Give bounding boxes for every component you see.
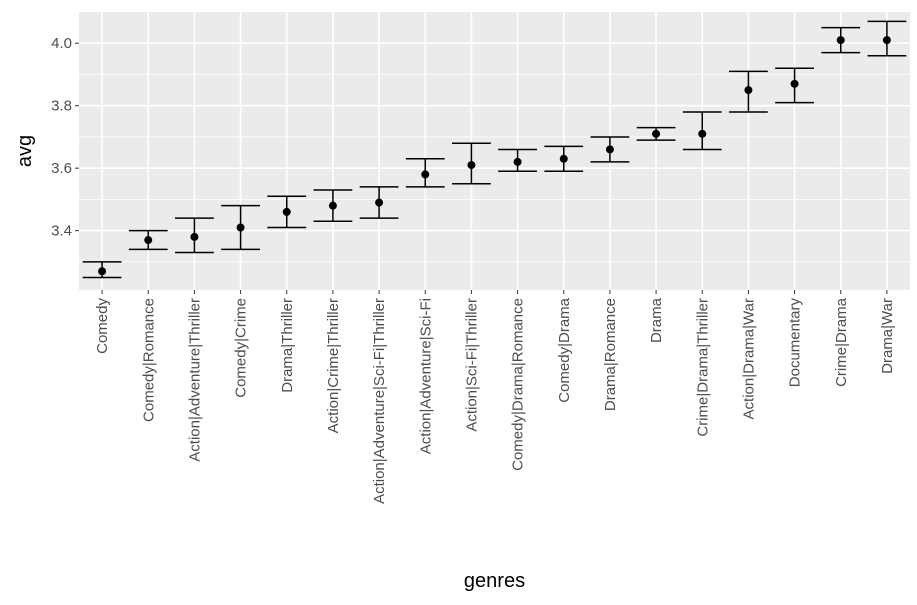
mean-point	[744, 86, 753, 95]
x-tick-label: Action|Adventure|Sci-Fi|Thriller	[371, 298, 388, 504]
x-tick-label: Documentary	[787, 298, 804, 388]
mean-point	[236, 223, 245, 232]
x-tick-label: Action|Adventure|Sci-Fi	[417, 298, 434, 454]
x-tick-label: Comedy|Romance	[140, 298, 157, 422]
x-tick-label: Crime|Drama|Thriller	[694, 298, 711, 437]
mean-point	[790, 79, 799, 88]
y-tick-label: 3.8	[51, 98, 72, 115]
x-tick-label: Comedy	[94, 298, 111, 354]
y-tick-label: 3.6	[51, 160, 72, 177]
mean-point	[98, 267, 107, 276]
x-tick-label: Action|Sci-Fi|Thriller	[463, 298, 480, 432]
x-tick-label: Drama|Romance	[602, 298, 619, 411]
mean-point	[144, 236, 153, 245]
mean-point	[421, 170, 430, 179]
y-axis: 3.4 3.6 3.8 4.0	[51, 35, 79, 240]
mean-point	[836, 36, 845, 45]
mean-point	[190, 232, 199, 241]
mean-point	[698, 129, 707, 138]
mean-point	[328, 201, 337, 210]
y-axis-title: avg	[14, 135, 36, 167]
mean-point	[513, 157, 522, 166]
x-tick-label: Drama|Thriller	[279, 298, 296, 393]
x-tick-label: Comedy|Drama	[556, 297, 573, 402]
y-tick-label: 4.0	[51, 35, 72, 52]
mean-point	[282, 207, 291, 216]
mean-point	[652, 129, 661, 138]
x-tick-label: Action|Adventure|Thriller	[186, 298, 203, 462]
mean-point	[375, 198, 384, 207]
y-tick-label: 3.4	[51, 223, 72, 240]
mean-point	[882, 36, 891, 45]
x-tick-label: Drama|War	[879, 298, 896, 374]
x-axis-title: genres	[464, 570, 525, 592]
minor-grid	[79, 74, 910, 263]
x-tick-label: Action|Crime|Thriller	[325, 298, 342, 433]
plot-panel	[79, 12, 910, 290]
x-axis: Comedy Comedy|Romance Action|Adventure|Thr…	[94, 290, 896, 504]
x-tick-label: Action|Drama|War	[740, 298, 757, 419]
mean-point	[559, 154, 568, 163]
x-tick-label: Crime|Drama	[833, 297, 850, 387]
x-tick-label: Drama	[648, 297, 665, 343]
x-tick-label: Comedy|Crime	[233, 298, 250, 398]
mean-point	[467, 161, 476, 170]
x-tick-label: Comedy|Drama|Romance	[510, 298, 527, 471]
mean-point	[605, 145, 614, 154]
mean-points	[98, 36, 891, 276]
